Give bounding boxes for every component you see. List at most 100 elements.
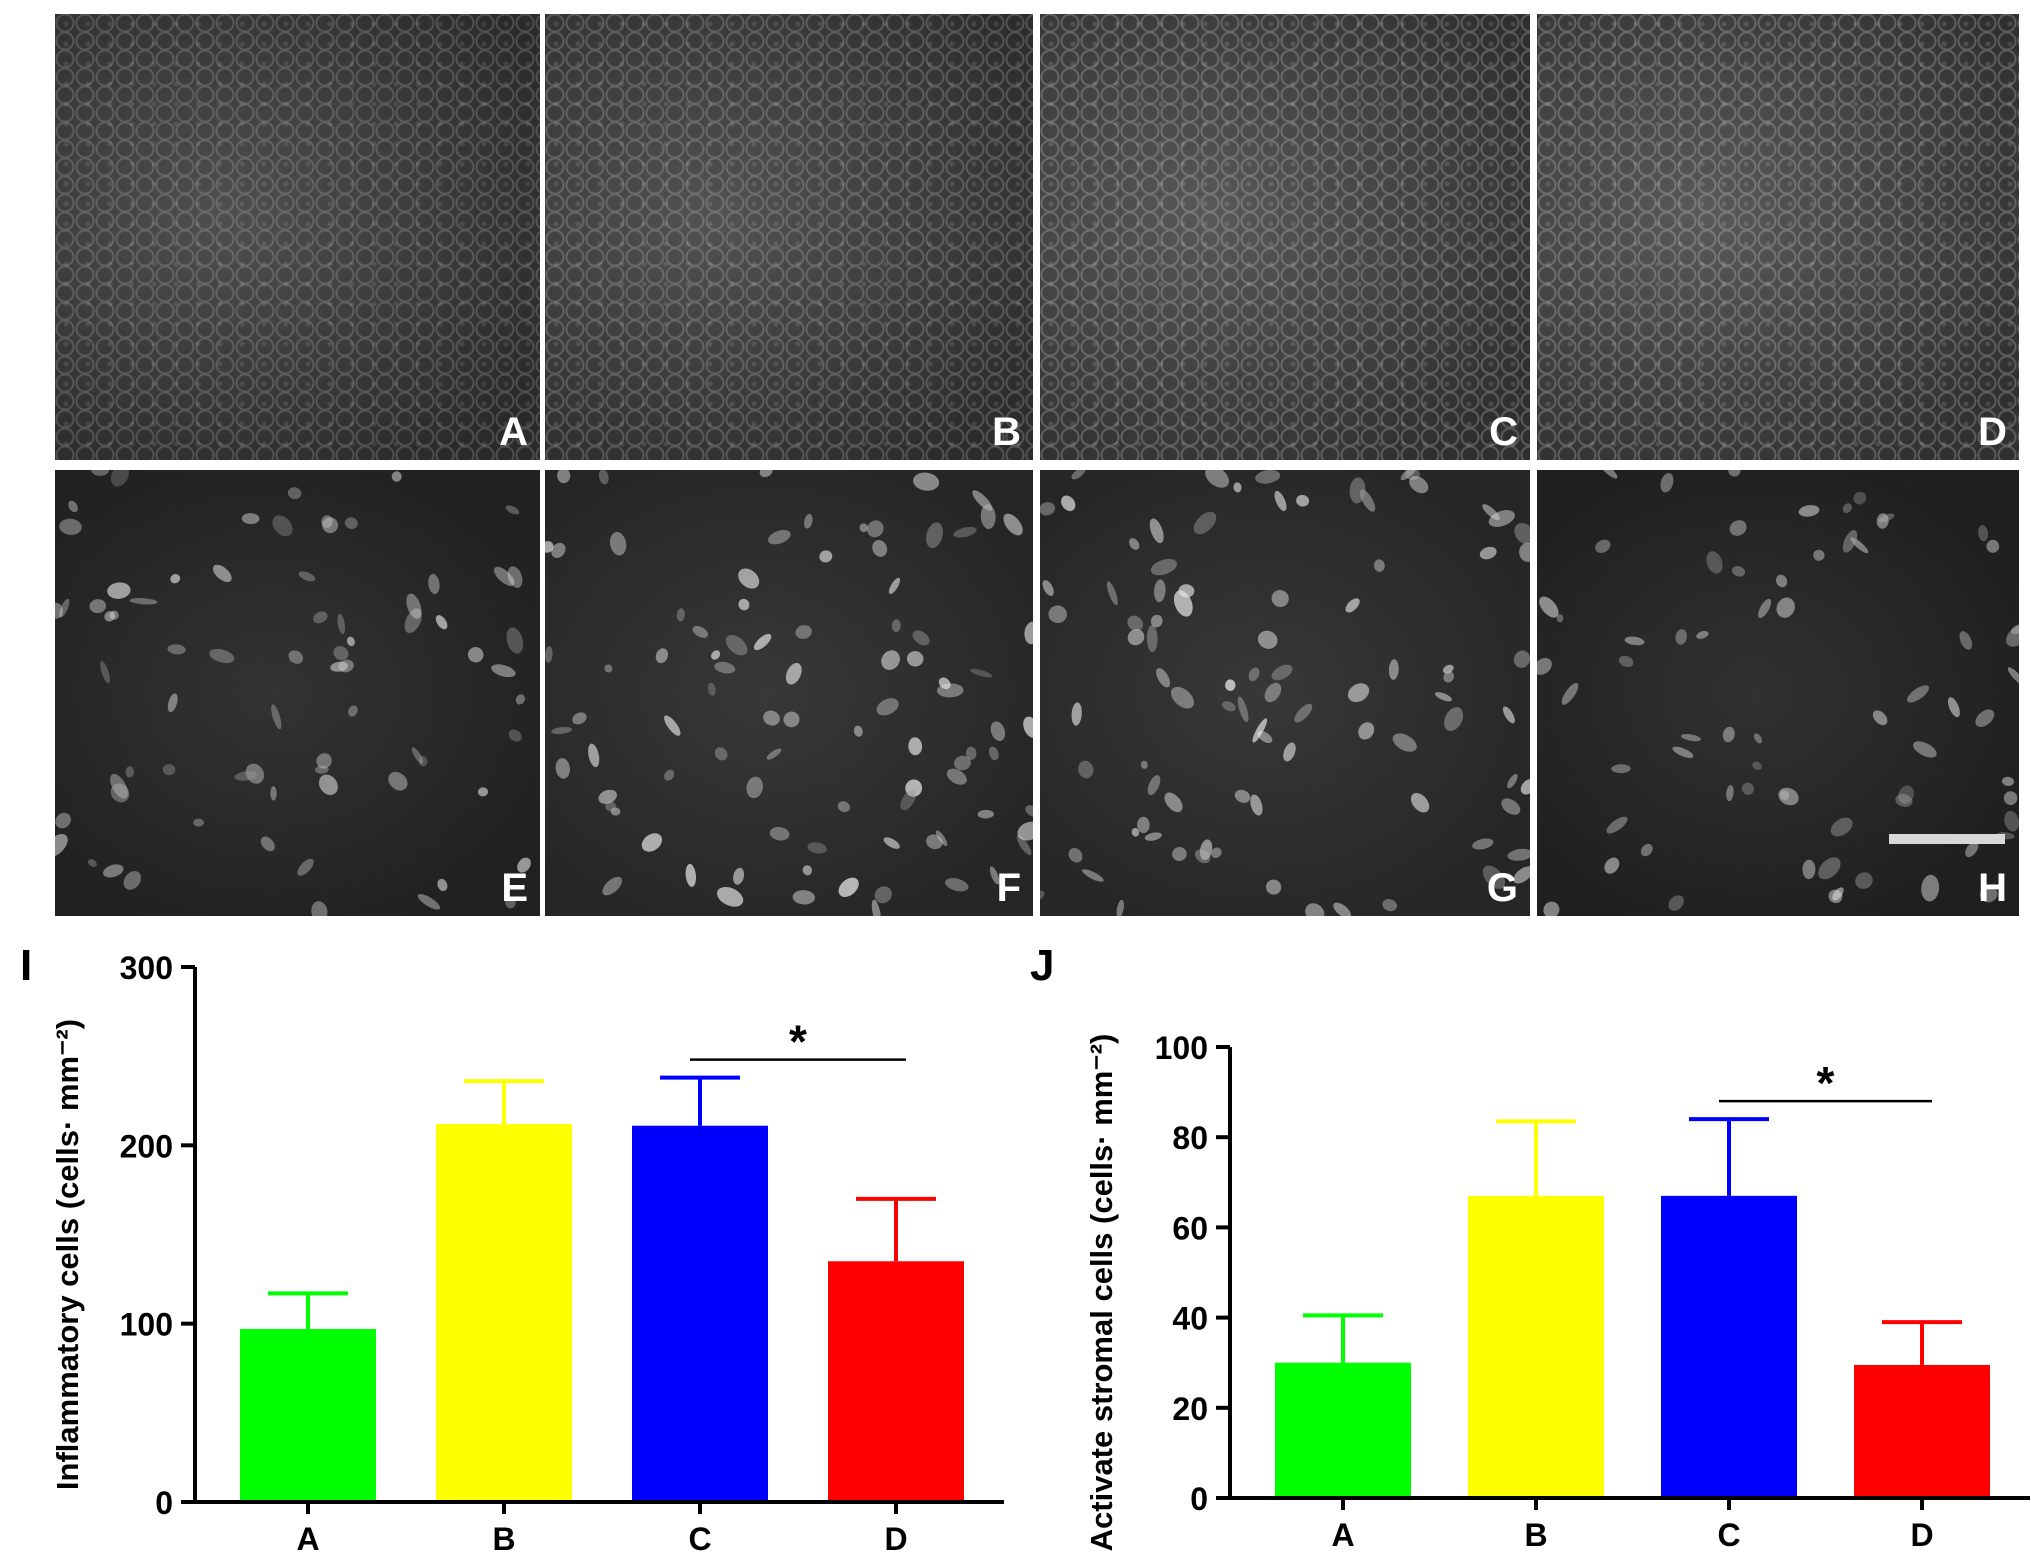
bar-b (1468, 1195, 1604, 1498)
significance-marker: * (1817, 1057, 1835, 1109)
stromal-cell (769, 826, 790, 841)
stromal-cell (557, 470, 571, 484)
stromal-cell (664, 715, 681, 736)
stromal-cell (1144, 832, 1162, 841)
stromal-cell (891, 619, 901, 632)
stromal-cell (170, 574, 181, 584)
stromal-cell (980, 504, 996, 530)
stromal-cell (107, 582, 131, 599)
x-tick-label: B (492, 1521, 515, 1557)
stromal-cell (598, 470, 609, 485)
stromal-cell (1561, 682, 1579, 705)
x-tick-label: D (884, 1521, 907, 1557)
stromal-cell (838, 877, 859, 897)
stromal-cell (763, 710, 780, 726)
stromal-cell (1274, 490, 1287, 512)
stromal-cell (1507, 848, 1530, 861)
stromal-cell (321, 515, 333, 528)
stromal-cell (68, 500, 78, 513)
stromal-cell (1776, 597, 1795, 618)
stromal-cell (104, 611, 116, 622)
stromal-cell (716, 886, 744, 907)
stromal-cell (493, 566, 515, 586)
stromal-cell (55, 602, 64, 619)
micrograph-panel-h: H (1537, 470, 2019, 916)
stromal-cell (1668, 895, 1684, 911)
stromal-cell (316, 753, 332, 769)
micrograph-texture (1040, 14, 1530, 460)
stromal-cell (100, 661, 110, 684)
stromal-cell (212, 564, 232, 583)
stromal-cell (936, 683, 964, 698)
stromal-cells (545, 470, 1033, 916)
stromal-cell (1222, 701, 1236, 712)
stromal-cell (906, 651, 924, 667)
chart-panel-label: J (1030, 941, 1054, 990)
stromal-cell (417, 894, 441, 910)
stromal-cell (2007, 667, 2019, 686)
stromal-cell (298, 571, 316, 582)
stromal-cell (598, 789, 617, 804)
stromal-cell (871, 899, 881, 916)
stromal-cell (1519, 542, 1530, 562)
x-tick-label: A (1331, 1517, 1354, 1553)
micrograph-panel-e: E (55, 470, 540, 916)
stromal-cell (837, 801, 851, 813)
stromal-cell (491, 664, 516, 678)
stromal-cell (783, 711, 800, 728)
stromal-cell (245, 763, 265, 784)
stromal-cell (1382, 899, 1398, 912)
stromal-cell (435, 615, 448, 630)
stromal-cell (1898, 785, 1914, 804)
panel-label: G (1486, 866, 1518, 910)
stromal-cell (1728, 470, 1741, 477)
stromal-cell (604, 664, 613, 673)
stromal-cell (988, 746, 999, 761)
stromal-cell (768, 530, 791, 545)
stromal-cell (1818, 857, 1841, 880)
stromal-cell (1753, 733, 1763, 744)
stromal-cell (388, 771, 408, 791)
stromal-cell (2003, 791, 2018, 805)
stromal-cell (1979, 886, 1998, 903)
stromal-cell (1199, 839, 1213, 861)
stromal-cells (1040, 470, 1530, 916)
stromal-cell (322, 517, 339, 534)
stromal-cell (1606, 816, 1628, 834)
stromal-cell (1681, 733, 1701, 742)
stromal-cell (91, 470, 109, 476)
stromal-cell (738, 568, 760, 589)
stromal-cell (883, 837, 900, 849)
stromal-cell (1798, 505, 1820, 517)
stromal-cell (1758, 598, 1772, 619)
stromal-cell (859, 523, 868, 533)
x-tick-label: C (1717, 1517, 1740, 1553)
stromal-cell (1392, 733, 1417, 752)
y-axis-label: Inflammatory cells (cells· mm⁻²) (50, 1019, 85, 1490)
stromal-cell (685, 863, 697, 887)
stromal-cell (55, 812, 71, 829)
stromal-cell (467, 646, 484, 663)
y-tick-label: 100 (120, 1307, 173, 1343)
stromal-cell (1965, 841, 1979, 858)
stromal-cell (260, 836, 275, 852)
stromal-cell (725, 634, 748, 656)
stromal-cell (1150, 614, 1163, 628)
stromal-cell (1537, 657, 1552, 675)
stromal-cell (1975, 709, 1995, 727)
stromal-cell (977, 809, 994, 819)
stromal-cell (330, 661, 348, 672)
stromal-cell (2001, 776, 2015, 787)
y-tick-label: 0 (1190, 1481, 1208, 1517)
stromal-cell (1444, 707, 1464, 731)
stromal-cell (1211, 847, 1222, 859)
stromal-cell (1507, 773, 1518, 789)
stromal-cell (1265, 879, 1282, 895)
stromal-cell (2004, 810, 2019, 832)
stromal-cell (167, 693, 178, 713)
stromal-cell (1618, 655, 1634, 668)
stromal-cell (1154, 579, 1166, 603)
stromal-cell (711, 650, 721, 660)
x-tick-label: A (296, 1521, 319, 1557)
micrograph-panel-c: C (1040, 14, 1530, 460)
